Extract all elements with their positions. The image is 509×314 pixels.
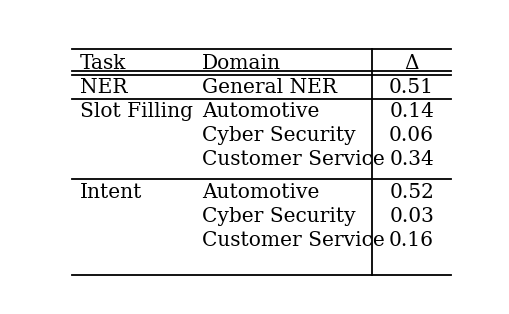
Text: 0.06: 0.06 xyxy=(388,126,433,145)
Text: 0.03: 0.03 xyxy=(388,207,433,226)
Text: Customer Service: Customer Service xyxy=(202,231,384,250)
Text: General NER: General NER xyxy=(202,78,336,97)
Text: Δ: Δ xyxy=(404,54,418,73)
Text: Cyber Security: Cyber Security xyxy=(202,207,355,226)
Text: 0.34: 0.34 xyxy=(388,150,433,169)
Text: Customer Service: Customer Service xyxy=(202,150,384,169)
Text: Cyber Security: Cyber Security xyxy=(202,126,355,145)
Text: Domain: Domain xyxy=(202,54,280,73)
Text: Automotive: Automotive xyxy=(202,102,319,121)
Text: 0.51: 0.51 xyxy=(388,78,433,97)
Text: 0.16: 0.16 xyxy=(388,231,433,250)
Text: 0.14: 0.14 xyxy=(388,102,433,121)
Text: Slot Filling: Slot Filling xyxy=(79,102,192,121)
Text: 0.52: 0.52 xyxy=(388,183,433,202)
Text: Intent: Intent xyxy=(79,183,142,202)
Text: Automotive: Automotive xyxy=(202,183,319,202)
Text: Task: Task xyxy=(79,54,126,73)
Text: NER: NER xyxy=(79,78,127,97)
